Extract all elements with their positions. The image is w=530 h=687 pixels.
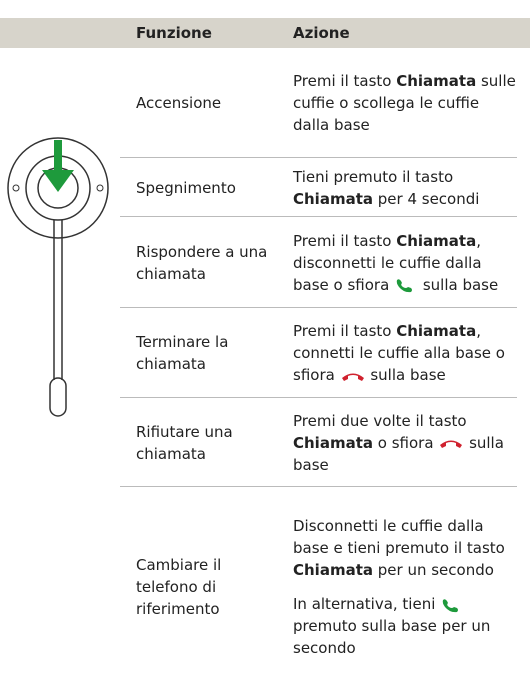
action: Premi due volte il tasto Chiamata o sfio… xyxy=(293,398,518,487)
text: , disconnetti le cuffie dalla base o sfi… xyxy=(293,231,482,294)
function: Rispondere a una chiamata xyxy=(136,242,268,283)
text: , connetti le cuffie alla base o sfiora xyxy=(293,322,505,384)
text: Premi il tasto xyxy=(293,322,397,340)
text: sulle cuffie o scollega le cuffie dalla … xyxy=(293,71,516,134)
text: Premi il tasto xyxy=(293,231,397,250)
action: Premi il tasto Chiamata, disconnetti le … xyxy=(293,217,518,308)
function: Rifiutare una chiamata xyxy=(136,422,233,463)
text: per 4 secondi xyxy=(373,189,480,208)
function: Cambiare il telefono di riferimento xyxy=(136,556,222,618)
bold-text: Chiamata xyxy=(293,433,373,452)
row: Spegnimento Tieni premuto il tasto Chiam… xyxy=(120,157,517,217)
function: Spegnimento xyxy=(136,178,236,197)
row: Rifiutare una chiamata Premi due volte i… xyxy=(120,397,517,487)
headset-illustration xyxy=(7,137,109,417)
action: Premi il tasto Chiamata, connetti le cuf… xyxy=(293,308,518,398)
action: Tieni premuto il tasto Chiamata per 4 se… xyxy=(293,158,518,217)
text: premuto sulla base per un secondo xyxy=(293,617,491,657)
header-function: Funzione xyxy=(136,24,212,42)
bold-text: Chiamata xyxy=(396,71,477,90)
answer-icon xyxy=(396,279,413,293)
text: per un secondo xyxy=(373,561,494,579)
text: Disconnetti le cuffie dalla base e tieni… xyxy=(293,517,505,557)
bold-text: Chiamata xyxy=(396,231,477,250)
hangup-icon xyxy=(440,440,463,448)
bold-text: Chiamata xyxy=(293,189,373,208)
text: o sfiora xyxy=(373,433,439,452)
text: Tieni premuto il tasto xyxy=(293,167,454,186)
text: Premi due volte il tasto xyxy=(293,411,467,430)
text: sulla base xyxy=(422,275,499,294)
bold-text: Chiamata xyxy=(293,561,373,579)
row: Rispondere a una chiamata Premi il tasto… xyxy=(120,216,517,308)
function: Terminare la chiamata xyxy=(136,333,229,373)
row: Cambiare il telefono di riferimento Disc… xyxy=(120,486,517,687)
function: Accensione xyxy=(136,93,222,112)
row: Accensione Premi il tasto Chiamata sulle… xyxy=(120,48,517,157)
action: Disconnetti le cuffie dalla base e tieni… xyxy=(293,487,518,687)
row: Terminare la chiamata Premi il tasto Chi… xyxy=(120,307,517,398)
header-band xyxy=(0,18,530,48)
hangup-icon xyxy=(341,373,364,381)
bold-text: Chiamata xyxy=(396,322,477,340)
answer-icon xyxy=(442,598,459,612)
header-action: Azione xyxy=(293,24,350,42)
text: sulla base xyxy=(370,366,446,384)
action: Premi il tasto Chiamata sulle cuffie o s… xyxy=(293,48,518,157)
text: sulla base xyxy=(293,433,504,474)
text: Premi il tasto xyxy=(293,71,397,90)
text: In alternativa, tieni xyxy=(293,595,441,613)
